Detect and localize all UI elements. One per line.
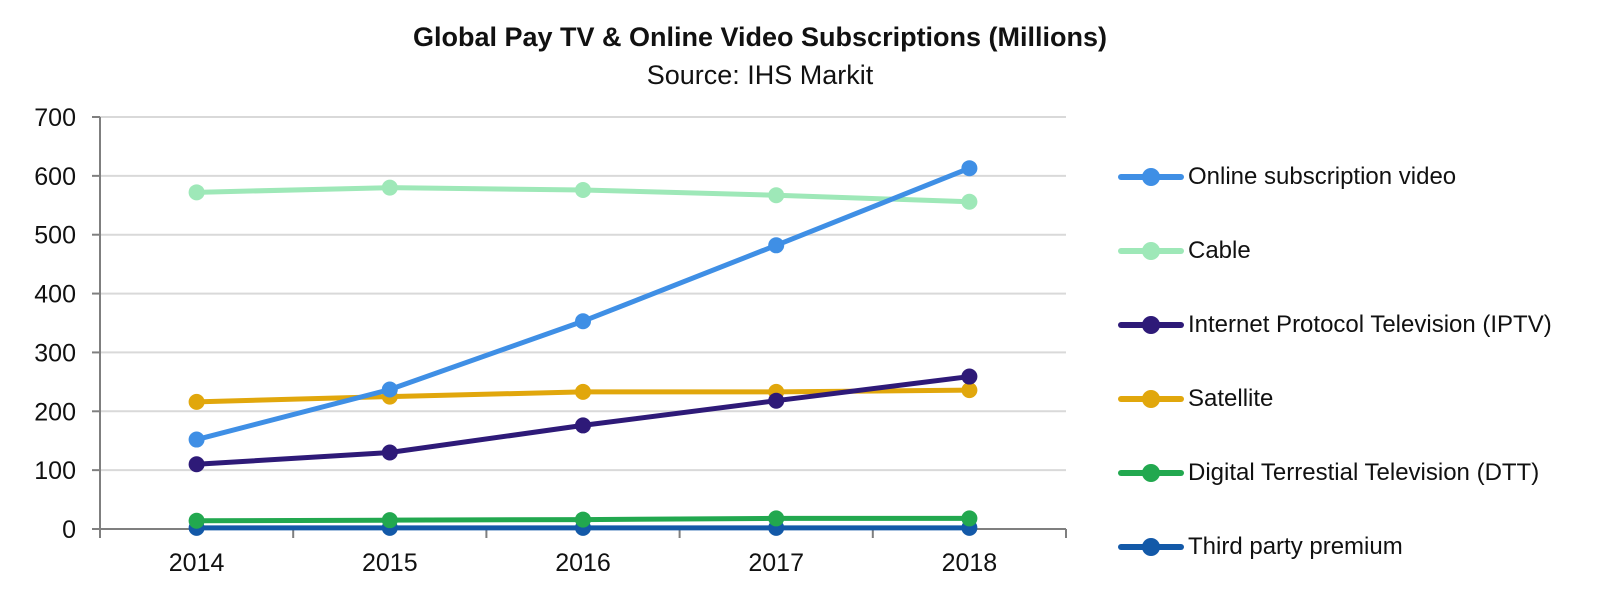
chart-legend: Online subscription video Cable Internet P…: [1118, 140, 1588, 584]
data-point: [575, 511, 591, 528]
y-tick-label: 0: [62, 516, 76, 544]
data-point: [575, 313, 591, 330]
data-point: [188, 431, 205, 448]
line-chart: 0 100 200 300 400 500 600 700 2014 2015 2016 2017 20…: [34, 104, 1067, 577]
data-point: [768, 237, 785, 254]
data-point: [188, 512, 205, 529]
legend-item: Internet Protocol Television (IPTV): [1118, 288, 1588, 362]
legend-swatch: [1118, 167, 1184, 187]
legend-item: Satellite: [1118, 362, 1588, 436]
x-tick-label: 2017: [748, 549, 804, 577]
chart-title: Global Pay TV & Online Video Subscriptio…: [412, 22, 1108, 52]
y-tick-label: 100: [34, 457, 76, 485]
data-point: [575, 383, 591, 400]
x-tick-label: 2018: [942, 549, 998, 577]
x-tick-label: 2016: [555, 549, 611, 577]
chart-subtitle: Source: IHS Markit: [646, 60, 874, 90]
data-point: [961, 368, 978, 385]
legend-item: Digital Terrestial Television (DTT): [1118, 436, 1588, 510]
y-tick-label: 700: [34, 104, 76, 132]
series-0: [188, 160, 978, 448]
y-tick-label: 300: [34, 339, 76, 367]
series-3: [188, 382, 978, 410]
data-point: [381, 512, 398, 529]
data-point: [188, 184, 205, 201]
x-tick-label: 2015: [362, 549, 418, 577]
legend-swatch: [1118, 315, 1184, 335]
data-point: [768, 187, 785, 204]
legend-label: Cable: [1188, 237, 1251, 264]
series-1: [188, 179, 978, 210]
data-point: [575, 417, 591, 434]
legend-label: Digital Terrestial Television (DTT): [1188, 459, 1540, 486]
data-point: [381, 444, 398, 461]
legend-swatch: [1118, 537, 1184, 557]
legend-label: Internet Protocol Television (IPTV): [1188, 311, 1552, 338]
data-point: [381, 381, 398, 398]
legend-swatch: [1118, 463, 1184, 483]
legend-item: Cable: [1118, 214, 1588, 288]
legend-label: Online subscription video: [1188, 163, 1457, 190]
series-4: [188, 510, 978, 529]
data-point: [961, 510, 978, 527]
y-tick-label: 600: [34, 163, 76, 191]
legend-label: Third party premium: [1188, 533, 1403, 560]
data-point: [961, 193, 978, 210]
data-point: [188, 456, 205, 473]
data-point: [961, 382, 978, 399]
y-tick-label: 200: [34, 398, 76, 426]
y-tick-label: 500: [34, 222, 76, 250]
legend-label: Satellite: [1188, 385, 1274, 412]
data-point: [381, 179, 398, 196]
data-point: [768, 392, 785, 409]
data-point: [961, 160, 978, 177]
x-tick-label: 2014: [169, 549, 225, 577]
data-point: [188, 393, 205, 410]
series-2: [188, 368, 978, 473]
data-point: [575, 181, 591, 198]
data-point: [768, 510, 785, 527]
legend-item: Third party premium: [1118, 510, 1588, 584]
legend-swatch: [1118, 389, 1184, 409]
y-tick-label: 400: [34, 281, 76, 309]
legend-swatch: [1118, 241, 1184, 261]
legend-item: Online subscription video: [1118, 140, 1588, 214]
